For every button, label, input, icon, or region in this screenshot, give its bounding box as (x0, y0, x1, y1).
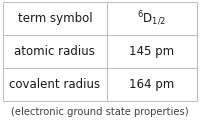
Text: term symbol: term symbol (18, 12, 92, 25)
Text: $^{6}\mathrm{D}_{1/2}$: $^{6}\mathrm{D}_{1/2}$ (137, 9, 166, 28)
Bar (3, 2, 197, 101)
Text: (electronic ground state properties): (electronic ground state properties) (11, 107, 189, 117)
Text: 145 pm: 145 pm (129, 45, 174, 58)
Text: 164 pm: 164 pm (129, 78, 175, 91)
Text: atomic radius: atomic radius (14, 45, 95, 58)
Text: covalent radius: covalent radius (9, 78, 100, 91)
